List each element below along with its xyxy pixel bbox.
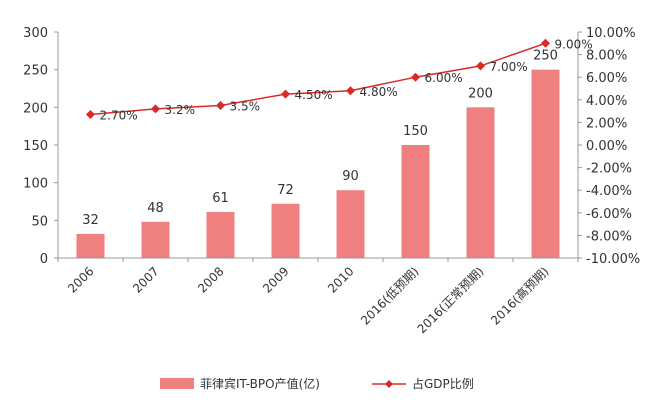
line-point [281, 89, 290, 99]
right-axis-tick-label: -10.00% [586, 252, 640, 267]
line-data-label: 7.00% [490, 60, 528, 74]
bar-data-label: 250 [533, 49, 558, 64]
bar [76, 233, 105, 258]
x-axis-tick-label: 2008 [195, 264, 226, 295]
bar-data-labels: 32 48 61 72 90 150 200 250 [82, 49, 558, 228]
line-point [541, 38, 550, 48]
left-axis-tick-label: 150 [23, 139, 48, 154]
legend-bar-label: 菲律宾IT-BPO产值(亿) [200, 376, 320, 391]
x-axis-tick-label: 2016(高预期) [487, 264, 551, 328]
line-data-label: 4.50% [295, 88, 333, 102]
line-data-label: 6.00% [425, 71, 463, 85]
x-axis-tick-label: 2016(正常预期) [415, 264, 487, 336]
line-point [411, 72, 420, 82]
line-data-label: 9.00% [555, 37, 593, 51]
right-axis-tick-label: -6.00% [586, 207, 632, 222]
bar [141, 221, 170, 258]
left-axis: 0 50 100 150 200 250 300 [23, 26, 59, 267]
x-axis-tick-label: 2007 [130, 264, 161, 295]
right-axis-tick-label: -8.00% [586, 229, 632, 244]
right-axis-tick-label: 2.00% [586, 116, 627, 131]
line-data-label: 3.2% [165, 103, 196, 117]
x-axis-tick-label: 2016(低预期) [358, 264, 422, 328]
line-point [216, 100, 225, 110]
line-point [476, 61, 485, 71]
line-point [346, 86, 355, 96]
right-axis-tick-label: 4.00% [586, 94, 627, 109]
legend-bar-swatch [160, 378, 194, 389]
legend-line-marker [385, 380, 393, 388]
x-axis-tick-label: 2009 [260, 264, 291, 295]
x-axis-tick-label: 2006 [65, 264, 96, 295]
bar-data-label: 72 [277, 183, 294, 198]
bar [206, 212, 235, 258]
line-path [90, 42, 546, 116]
bar-data-label: 150 [403, 124, 428, 139]
bar [401, 145, 430, 258]
bar-data-label: 32 [82, 213, 99, 228]
right-axis-tick-label: -2.00% [586, 162, 632, 177]
right-axis-tick-label: -4.00% [586, 184, 632, 199]
left-axis-tick-label: 200 [23, 101, 48, 116]
line-data-label: 3.5% [230, 99, 261, 113]
line-data-labels: 2.70% 3.2% 3.5% 4.50% 4.80% 6.00% 7.00% 9.00% [100, 37, 593, 122]
line-data-label: 4.80% [360, 85, 398, 99]
legend-line-label: 占GDP比例 [412, 376, 474, 391]
line-point [151, 104, 160, 114]
left-axis-tick-label: 50 [31, 214, 48, 229]
right-axis-tick-label: 0.00% [586, 139, 627, 154]
line-data-label: 2.70% [100, 108, 138, 122]
x-axis-tick-labels: 2006 2007 2008 2009 2010 2016(低预期)2016(正常预期) 2… [57, 257, 579, 336]
bar-data-label: 200 [468, 86, 493, 101]
line-point [86, 109, 95, 119]
bar [531, 69, 560, 259]
right-axis-tick-label: 10.00% [586, 26, 636, 41]
bar [466, 107, 495, 258]
bar [336, 190, 365, 258]
left-axis-tick-label: 0 [40, 252, 48, 267]
right-axis-tick-label: 8.00% [586, 49, 627, 64]
left-axis-tick-label: 250 [23, 64, 48, 79]
right-axis-tick-label: 6.00% [586, 71, 627, 86]
legend: 菲律宾IT-BPO产值(亿) 占GDP比例 [160, 376, 474, 391]
bar-series [76, 69, 560, 259]
left-axis-tick-label: 300 [23, 26, 48, 41]
bar [271, 203, 300, 258]
right-axis: -10.00% -8.00% -6.00% -4.00% -2.00% 0.00% 2.00… [577, 26, 640, 267]
left-axis-tick-label: 100 [23, 177, 48, 192]
bar-data-label: 90 [342, 169, 359, 184]
line-series [86, 38, 550, 119]
x-axis-tick-label: 2010 [325, 264, 356, 295]
bar-data-label: 61 [212, 191, 229, 206]
bar-data-label: 48 [147, 201, 164, 216]
